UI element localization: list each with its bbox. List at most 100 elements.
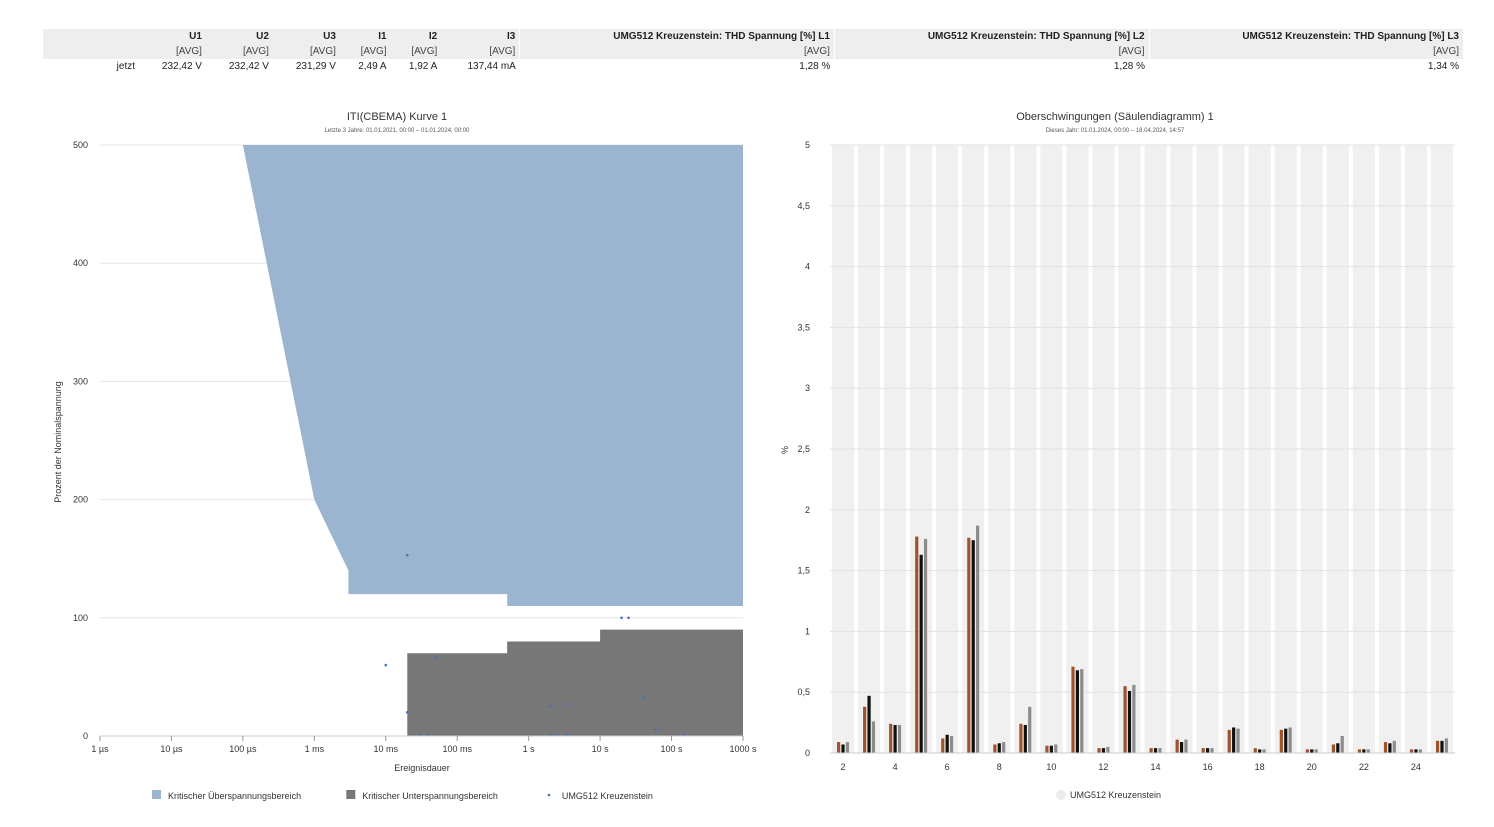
cell-value: 232,42 V (228, 61, 269, 72)
column-header: I1 (339, 29, 391, 44)
table-corner (43, 29, 139, 44)
harm-y-tick-label: 3 (805, 383, 810, 393)
harmonic-bar (1336, 743, 1340, 753)
harmonic-bar (1184, 739, 1188, 753)
harmonic-bar (915, 536, 919, 753)
harmonic-bar (1080, 669, 1084, 753)
column-unit: [AVG] (390, 44, 442, 59)
iti-y-tick-label: 500 (73, 140, 88, 150)
harmonic-bar (1444, 738, 1448, 753)
event-point (627, 616, 630, 620)
iti-x-tick-label: 100 s (661, 744, 684, 754)
harmonic-bar (837, 742, 841, 753)
event-point (405, 553, 409, 557)
harmonic-bar (1054, 744, 1058, 753)
iti-x-tick-label: 1000 s (729, 744, 757, 754)
harmonic-bar (1236, 728, 1240, 753)
iti-y-axis: 0 100 200 300 400 500 (73, 140, 743, 741)
harmonic-bar (1305, 749, 1309, 753)
iti-legend[interactable]: Kritischer Überspannungsbereich Kritische… (152, 790, 653, 801)
harm-x-tick-label: 12 (1098, 762, 1108, 772)
harm-x-tick-label: 10 (1046, 762, 1056, 772)
harmonic-bar (1201, 748, 1205, 753)
iti-x-tick-label: 10 ms (374, 744, 399, 754)
harmonic-bar (941, 738, 945, 753)
harmonic-bar (1149, 748, 1153, 753)
harm-gridlines (830, 144, 1455, 754)
harm-y-tick-label: 5 (805, 140, 810, 150)
legend-item-label: Kritischer Überspannungsbereich (168, 791, 301, 801)
event-point (384, 663, 388, 667)
harm-x-tick-label: 18 (1255, 762, 1265, 772)
harmonic-bar (1132, 684, 1136, 753)
harmonic-bar (1049, 745, 1053, 753)
harm-y-tick-label: 1 (805, 626, 810, 636)
harmonic-bar (1414, 749, 1418, 753)
column-unit: [AVG] (1148, 44, 1463, 59)
event-point (641, 695, 645, 699)
harmonic-bar (1279, 729, 1283, 753)
iti-title: ITI(CBEMA) Kurve 1 (347, 111, 447, 123)
column-unit: [AVG] (339, 44, 391, 59)
undervoltage-area (407, 629, 743, 736)
harmonic-bar (1153, 748, 1158, 753)
iti-x-tick-label: 100 µs (229, 744, 257, 754)
event-point (548, 733, 552, 737)
values-table: U1 U2 U3 I1 I2 I3 UMG512 Kreuzenstein: THD Spa… (43, 29, 1463, 74)
row-label: jetzt (43, 59, 139, 74)
harmonic-bar (945, 734, 949, 753)
iti-xlabel: Ereignisdauer (394, 763, 450, 773)
event-point (682, 733, 686, 737)
harmonic-bar (1284, 728, 1288, 753)
harmonic-bar (841, 744, 845, 753)
harm-x-tick-label: 24 (1411, 762, 1421, 772)
harmonic-bar (1123, 686, 1127, 753)
iti-y-tick-label: 200 (73, 495, 88, 505)
harmonic-bar (871, 721, 876, 753)
harmonic-bar (1206, 748, 1210, 753)
harmonic-bar (1392, 740, 1396, 753)
harmonic-bar (1310, 749, 1314, 753)
harmonic-bar (1253, 748, 1257, 753)
event-point (555, 733, 559, 737)
column-header: I2 (390, 29, 442, 44)
column-unit: [AVG] (441, 44, 520, 59)
harmonic-bar (1331, 744, 1336, 753)
harmonic-bar (1366, 749, 1370, 753)
harmonic-bar (1179, 742, 1184, 753)
harmonic-bar (1262, 749, 1266, 753)
harm-subtitle: Dieses Jahr: 01.01.2024, 00:00 – 18.04.2… (1046, 128, 1185, 134)
harmonic-bar (971, 540, 975, 753)
harmonic-bar (1019, 723, 1023, 753)
cell-value: 1,28 % (1113, 61, 1146, 72)
legend-marker-device (1056, 790, 1066, 800)
table-row: jetzt 232,42 V 232,42 V 231,29 V 2,49 A 1,92… (43, 59, 1463, 74)
iti-chart: ITI(CBEMA) Kurve 1 Letzte 3 Jahre: 01.01… (53, 111, 757, 801)
column-unit: [AVG] (205, 44, 273, 59)
legend-item-label: UMG512 Kreuzenstein (1070, 790, 1161, 800)
harmonic-bar (976, 525, 980, 753)
harmonic-bar (1002, 742, 1006, 753)
legend-marker-undervoltage (346, 790, 356, 799)
column-unit: [AVG] (833, 44, 1150, 59)
harm-legend[interactable]: UMG512 Kreuzenstein (1056, 790, 1161, 800)
harmonic-bar (1409, 749, 1414, 753)
harm-ylabel: % (780, 446, 790, 454)
cell-value: 1,28 % (799, 61, 831, 72)
harmonic-bar (1175, 739, 1179, 753)
harmonic-bar (1071, 666, 1075, 753)
harmonic-bar (1258, 749, 1262, 753)
table-unit-corner (43, 44, 139, 59)
cell-value: 231,29 V (295, 61, 336, 72)
harmonic-bar (897, 725, 902, 753)
harm-y-tick-label: 1,5 (797, 566, 810, 576)
harmonic-bar (1383, 742, 1388, 753)
harm-y-tick-label: 4 (805, 262, 810, 272)
legend-marker-overvoltage (152, 790, 161, 799)
event-point (427, 733, 431, 737)
harm-y-axis: 0 0,5 1 1,5 2 2,5 3 3,5 4 4,5 5 (797, 140, 1455, 758)
column-header: U1 (139, 29, 206, 44)
event-point (548, 705, 552, 708)
harmonic-bar (949, 735, 954, 753)
harmonic-bar (1045, 745, 1049, 753)
